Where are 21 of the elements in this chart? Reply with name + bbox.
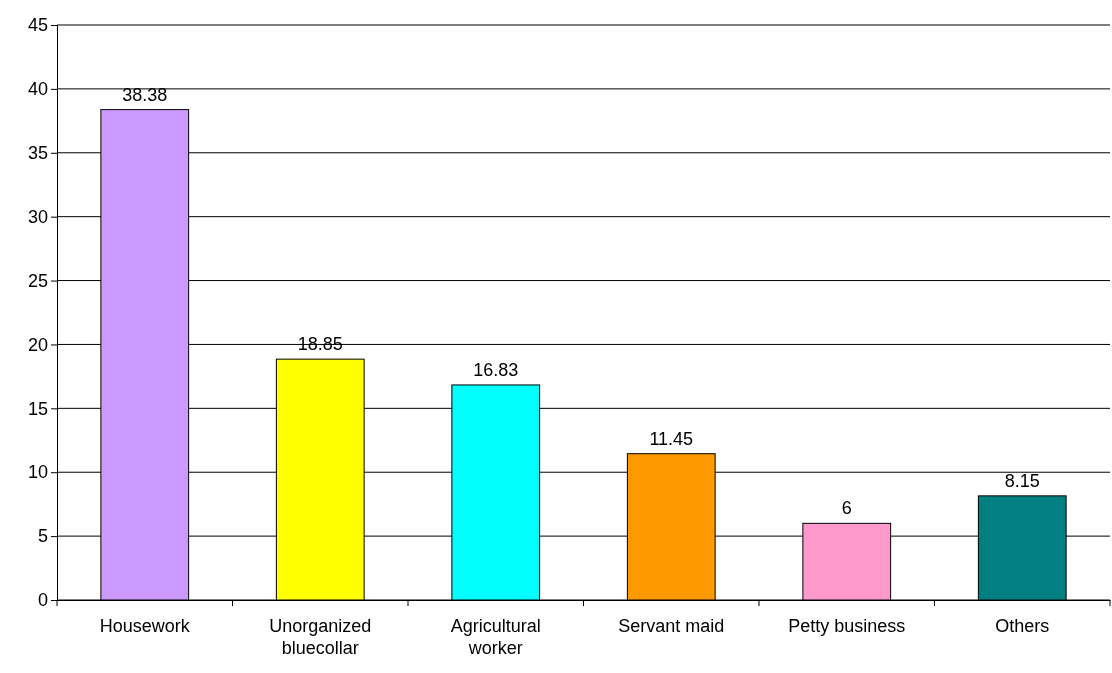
y-tick-label: 25	[27, 270, 48, 291]
y-tick-label: 10	[27, 462, 48, 483]
x-tick-label: Agricultural worker	[450, 616, 541, 658]
y-tick-label: 45	[27, 15, 48, 36]
x-tick-label: Others	[995, 616, 1050, 636]
x-tick-label: Servant maid	[618, 616, 725, 636]
y-tick-label: 15	[27, 398, 48, 419]
data-label: 11.45	[649, 428, 694, 449]
data-label: 38.38	[122, 84, 168, 105]
y-tick-label: 5	[37, 526, 48, 547]
x-tick-label: Unorganized bluecollar	[269, 616, 372, 658]
y-tick-label: 20	[27, 334, 48, 355]
x-tick-label: Petty business	[788, 616, 906, 636]
y-tick-label: 40	[27, 79, 48, 100]
data-label: 8.15	[1004, 470, 1040, 491]
y-tick-label: 30	[27, 206, 48, 227]
y-tick-label: 0	[37, 590, 48, 611]
y-tick-label: 35	[27, 143, 48, 164]
data-label: 16.83	[473, 359, 519, 380]
data-label: 6	[841, 498, 852, 519]
x-tick-label: Housework	[99, 616, 191, 636]
